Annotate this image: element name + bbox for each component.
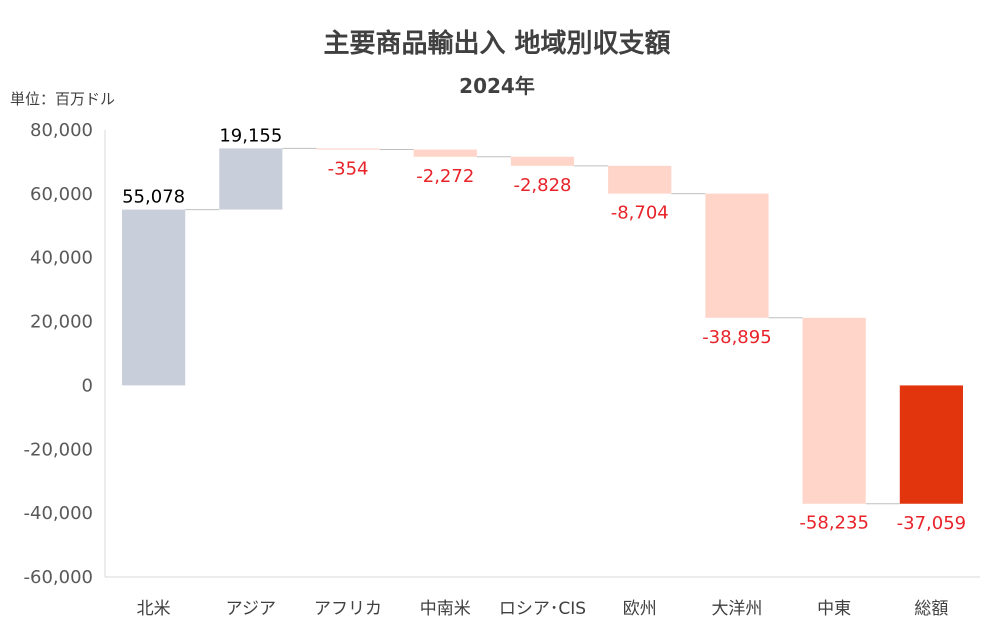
x-axis: 北米 アジア アフリカ 中南米 ロシア･CIS 欧州 大洋州 中東 総額 bbox=[137, 599, 949, 619]
data-label: -58,235 bbox=[799, 513, 868, 534]
x-tick-label: ロシア･CIS bbox=[499, 599, 586, 619]
unit-label: 単位：百万ドル bbox=[10, 90, 115, 108]
y-tick-label: 40,000 bbox=[30, 248, 93, 269]
data-label: -2,828 bbox=[513, 175, 571, 196]
chart-subtitle: 2024年 bbox=[459, 74, 535, 98]
data-label: -2,272 bbox=[416, 166, 474, 187]
y-tick-label: -40,000 bbox=[24, 503, 93, 524]
y-tick-label: -60,000 bbox=[24, 567, 93, 588]
bar-decrease bbox=[510, 156, 575, 166]
x-tick-label: 北米 bbox=[137, 599, 171, 619]
bar-decrease bbox=[705, 193, 769, 318]
data-labels: 55,078 19,155 -354 -2,272 -2,828 -8,704 -38,89… bbox=[122, 125, 966, 533]
data-label: -38,895 bbox=[702, 327, 771, 348]
data-label: -8,704 bbox=[611, 203, 669, 224]
bar-increase bbox=[219, 148, 283, 210]
x-tick-label: 総額 bbox=[914, 599, 948, 619]
bar-decrease bbox=[608, 165, 672, 194]
y-tick-label: 0 bbox=[82, 375, 93, 396]
y-axis: 80,000 60,000 40,000 20,000 0 -20,000 -40,000 -… bbox=[24, 120, 93, 588]
bar-decrease bbox=[802, 317, 866, 504]
x-tick-label: アフリカ bbox=[314, 599, 382, 619]
data-label: -37,059 bbox=[897, 513, 966, 534]
data-label: -354 bbox=[328, 159, 369, 180]
y-tick-label: 60,000 bbox=[30, 184, 93, 205]
data-label: 55,078 bbox=[122, 187, 185, 208]
chart-title: 主要商品輸出入 地域別収支額 bbox=[323, 28, 670, 59]
bars bbox=[122, 148, 963, 504]
x-tick-label: 中東 bbox=[817, 599, 851, 619]
y-tick-label: -20,000 bbox=[24, 439, 93, 460]
bar-total bbox=[899, 385, 963, 504]
bar-increase bbox=[122, 209, 186, 386]
connector-lines bbox=[185, 147, 900, 505]
y-tick-label: 20,000 bbox=[30, 312, 93, 333]
x-tick-label: 中南米 bbox=[420, 599, 471, 619]
bar-decrease bbox=[413, 149, 477, 157]
x-tick-label: 大洋州 bbox=[711, 599, 762, 619]
y-tick-label: 80,000 bbox=[30, 120, 93, 141]
x-tick-label: アジア bbox=[226, 599, 276, 619]
bar-decrease bbox=[316, 148, 380, 150]
data-label: 19,155 bbox=[219, 125, 282, 146]
x-tick-label: 欧州 bbox=[623, 599, 657, 619]
